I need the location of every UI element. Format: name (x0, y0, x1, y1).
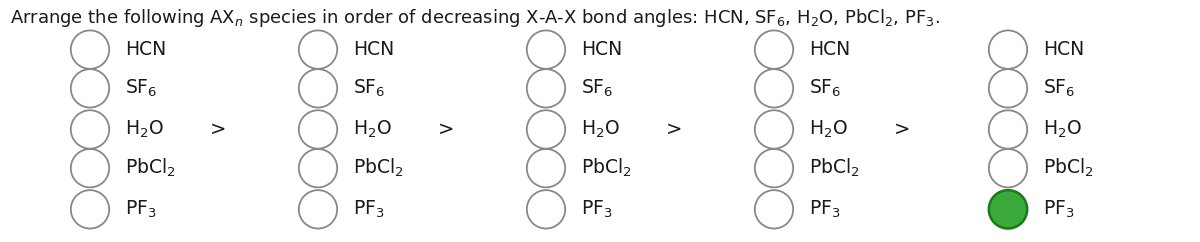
Ellipse shape (989, 69, 1027, 107)
Text: >: > (438, 120, 455, 139)
Ellipse shape (527, 190, 565, 228)
Text: >: > (666, 120, 683, 139)
Ellipse shape (299, 69, 337, 107)
Ellipse shape (755, 190, 793, 228)
Text: HCN: HCN (353, 40, 394, 59)
Ellipse shape (527, 110, 565, 149)
Ellipse shape (71, 149, 109, 187)
Text: PbCl$_2$: PbCl$_2$ (125, 157, 175, 179)
Ellipse shape (299, 110, 337, 149)
Text: SF$_6$: SF$_6$ (1043, 78, 1075, 99)
Text: Arrange the following AX$_n$ species in order of decreasing X-A-X bond angles: H: Arrange the following AX$_n$ species in … (10, 7, 940, 29)
Ellipse shape (989, 110, 1027, 149)
Ellipse shape (755, 69, 793, 107)
Text: HCN: HCN (125, 40, 166, 59)
Text: SF$_6$: SF$_6$ (353, 78, 385, 99)
Ellipse shape (299, 30, 337, 69)
Ellipse shape (989, 30, 1027, 69)
Ellipse shape (755, 149, 793, 187)
Ellipse shape (71, 30, 109, 69)
Ellipse shape (755, 30, 793, 69)
Ellipse shape (71, 110, 109, 149)
Text: PF$_3$: PF$_3$ (353, 199, 384, 220)
Text: PF$_3$: PF$_3$ (1043, 199, 1074, 220)
Ellipse shape (71, 69, 109, 107)
Text: HCN: HCN (809, 40, 850, 59)
Text: PF$_3$: PF$_3$ (809, 199, 840, 220)
Text: SF$_6$: SF$_6$ (125, 78, 157, 99)
Text: PF$_3$: PF$_3$ (581, 199, 612, 220)
Text: >: > (894, 120, 911, 139)
Ellipse shape (527, 149, 565, 187)
Text: SF$_6$: SF$_6$ (809, 78, 841, 99)
Text: H$_2$O: H$_2$O (125, 119, 163, 140)
Text: HCN: HCN (1043, 40, 1084, 59)
Text: PbCl$_2$: PbCl$_2$ (809, 157, 859, 179)
Text: >: > (210, 120, 227, 139)
Text: PbCl$_2$: PbCl$_2$ (581, 157, 631, 179)
Ellipse shape (527, 30, 565, 69)
Text: HCN: HCN (581, 40, 622, 59)
Ellipse shape (989, 149, 1027, 187)
Text: PbCl$_2$: PbCl$_2$ (353, 157, 403, 179)
Ellipse shape (755, 110, 793, 149)
Text: H$_2$O: H$_2$O (581, 119, 619, 140)
Ellipse shape (989, 190, 1027, 228)
Ellipse shape (71, 190, 109, 228)
Text: H$_2$O: H$_2$O (1043, 119, 1081, 140)
Text: SF$_6$: SF$_6$ (581, 78, 613, 99)
Text: H$_2$O: H$_2$O (353, 119, 391, 140)
Text: PF$_3$: PF$_3$ (125, 199, 156, 220)
Text: PbCl$_2$: PbCl$_2$ (1043, 157, 1093, 179)
Text: H$_2$O: H$_2$O (809, 119, 847, 140)
Ellipse shape (299, 149, 337, 187)
Ellipse shape (527, 69, 565, 107)
Ellipse shape (299, 190, 337, 228)
